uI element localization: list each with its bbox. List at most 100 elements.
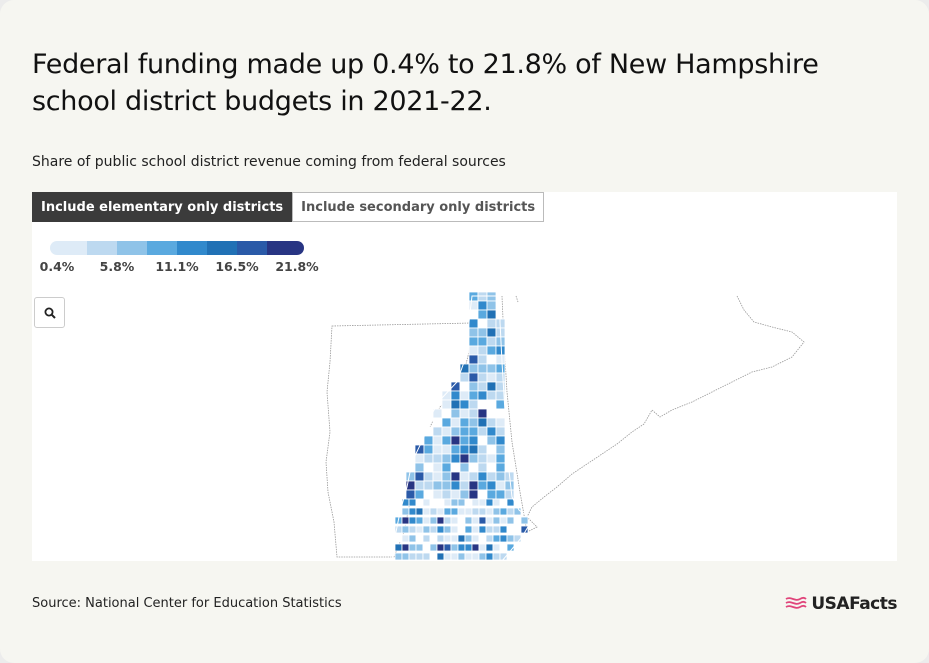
district-cell[interactable]: [468, 345, 479, 356]
district-cell[interactable]: [486, 372, 497, 383]
district-cell[interactable]: [485, 516, 494, 525]
district-cell[interactable]: [459, 453, 470, 464]
district-cell[interactable]: [436, 516, 445, 525]
district-cell[interactable]: [441, 426, 452, 437]
district-cell[interactable]: [464, 507, 473, 516]
district-cell[interactable]: [478, 543, 487, 552]
map-svg[interactable]: [32, 192, 897, 561]
district-cell[interactable]: [492, 543, 501, 552]
district-cell[interactable]: [450, 399, 461, 410]
district-cell[interactable]: [401, 552, 410, 561]
district-cell[interactable]: [506, 507, 515, 516]
district-cell[interactable]: [450, 390, 461, 401]
district-cell[interactable]: [443, 507, 452, 516]
district-cell[interactable]: [486, 309, 497, 320]
district-cell[interactable]: [441, 489, 452, 500]
district-cell[interactable]: [432, 453, 443, 464]
district-cell[interactable]: [477, 399, 488, 410]
district-cell[interactable]: [477, 390, 488, 401]
district-cell[interactable]: [464, 543, 473, 552]
district-cell[interactable]: [423, 453, 434, 464]
district-cell[interactable]: [486, 363, 497, 374]
district-cell[interactable]: [477, 453, 488, 464]
district-cell[interactable]: [450, 480, 461, 491]
district-cell[interactable]: [477, 471, 488, 482]
district-cell[interactable]: [486, 462, 497, 473]
district-cell[interactable]: [477, 372, 488, 383]
district-cell[interactable]: [429, 552, 438, 561]
district-cell[interactable]: [468, 471, 479, 482]
district-cell[interactable]: [405, 489, 416, 500]
district-cell[interactable]: [486, 336, 497, 347]
district-cell[interactable]: [477, 435, 488, 446]
district-cell[interactable]: [423, 435, 434, 446]
district-cell[interactable]: [415, 498, 424, 507]
district-cell[interactable]: [441, 444, 452, 455]
district-cell[interactable]: [486, 327, 497, 338]
district-cell[interactable]: [415, 507, 424, 516]
district-cell[interactable]: [436, 543, 445, 552]
district-cell[interactable]: [459, 435, 470, 446]
district-cell[interactable]: [450, 435, 461, 446]
district-cell[interactable]: [477, 363, 488, 374]
district-cell[interactable]: [432, 417, 443, 428]
district-cell[interactable]: [468, 435, 479, 446]
district-cell[interactable]: [477, 426, 488, 437]
district-cell[interactable]: [450, 444, 461, 455]
district-cell[interactable]: [477, 381, 488, 392]
district-cell[interactable]: [468, 489, 479, 500]
district-cell[interactable]: [477, 354, 488, 365]
district-cell[interactable]: [499, 516, 508, 525]
district-cell[interactable]: [477, 300, 488, 311]
district-cell[interactable]: [401, 507, 410, 516]
district-cell[interactable]: [414, 480, 425, 491]
district-cell[interactable]: [478, 507, 487, 516]
district-cells[interactable]: [391, 291, 533, 561]
district-cell[interactable]: [477, 417, 488, 428]
district-cell[interactable]: [495, 471, 506, 482]
district-cell[interactable]: [443, 552, 452, 561]
district-cell[interactable]: [422, 525, 431, 534]
district-cell[interactable]: [408, 552, 417, 561]
district-cell[interactable]: [495, 489, 506, 500]
district-cell[interactable]: [485, 498, 494, 507]
district-cell[interactable]: [468, 327, 479, 338]
district-cell[interactable]: [432, 471, 443, 482]
usafacts-logo[interactable]: USAFacts: [785, 594, 897, 614]
district-cell[interactable]: [450, 534, 459, 543]
district-cell[interactable]: [486, 345, 497, 356]
district-cell[interactable]: [432, 489, 443, 500]
district-cell[interactable]: [459, 462, 470, 473]
district-cell[interactable]: [450, 408, 461, 419]
district-cell[interactable]: [468, 462, 479, 473]
district-cell[interactable]: [486, 453, 497, 464]
district-cell[interactable]: [492, 534, 501, 543]
district-cell[interactable]: [423, 480, 434, 491]
district-cell[interactable]: [468, 381, 479, 392]
district-cell[interactable]: [459, 399, 470, 410]
district-cell[interactable]: [513, 534, 522, 543]
district-cell[interactable]: [486, 471, 497, 482]
district-cell[interactable]: [441, 435, 452, 446]
district-cell[interactable]: [464, 516, 473, 525]
district-cell[interactable]: [450, 417, 461, 428]
district-cell[interactable]: [499, 552, 508, 561]
district-cell[interactable]: [457, 507, 466, 516]
district-cell[interactable]: [506, 498, 515, 507]
district-cell[interactable]: [422, 552, 431, 561]
district-cell[interactable]: [495, 426, 506, 437]
district-cell[interactable]: [401, 525, 410, 534]
district-cell[interactable]: [459, 408, 470, 419]
district-cell[interactable]: [495, 480, 506, 491]
district-cell[interactable]: [459, 489, 470, 500]
district-cell[interactable]: [394, 552, 403, 561]
district-cell[interactable]: [486, 300, 497, 311]
district-cell[interactable]: [499, 534, 508, 543]
district-cell[interactable]: [436, 525, 445, 534]
district-cell[interactable]: [477, 318, 488, 329]
district-cell[interactable]: [468, 399, 479, 410]
district-cell[interactable]: [477, 489, 488, 500]
district-cell[interactable]: [471, 507, 480, 516]
district-cell[interactable]: [477, 462, 488, 473]
district-cell[interactable]: [415, 534, 424, 543]
